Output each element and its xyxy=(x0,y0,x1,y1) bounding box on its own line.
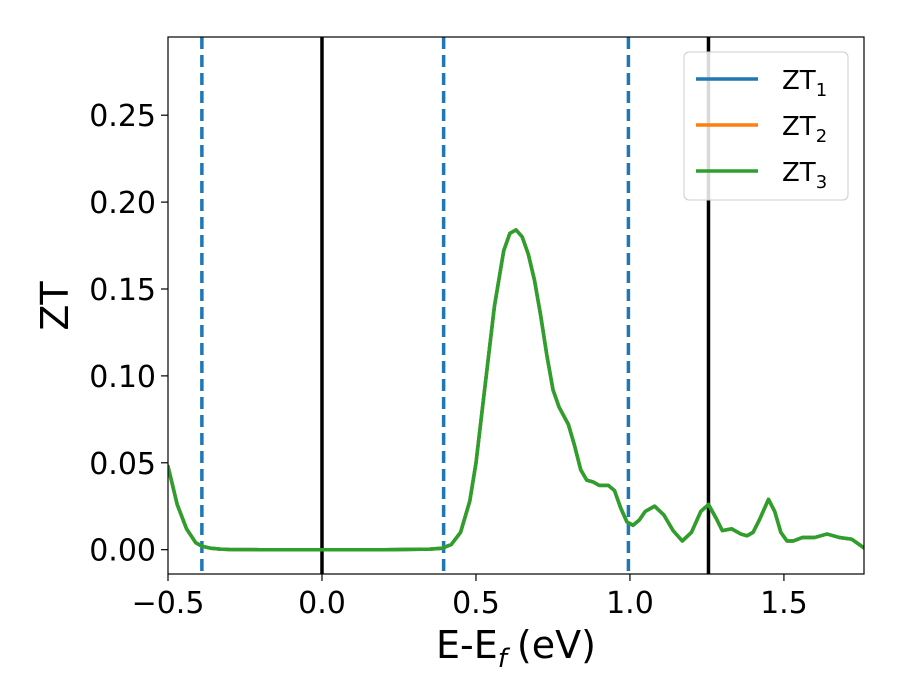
plot-frame xyxy=(167,36,865,575)
x-axis-ticks: −0.5 0.0 0.5 1.0 1.5 xyxy=(132,574,808,621)
x-tick-label-3: 1.0 xyxy=(606,586,654,621)
y-tick-label-0: 0.00 xyxy=(89,534,156,569)
y-tick-label-4: 0.20 xyxy=(89,186,156,221)
x-tick-label-1: 0.0 xyxy=(298,586,346,621)
x-axis-title: E-Ef (eV) xyxy=(436,623,596,674)
legend-label-2: ZT3 xyxy=(782,158,827,193)
x-tick-label-4: 1.5 xyxy=(760,586,808,621)
y-tick-label-3: 0.15 xyxy=(89,273,156,308)
y-axis-title: ZT xyxy=(33,281,77,331)
x-tick-label-0: −0.5 xyxy=(132,586,205,621)
y-tick-label-5: 0.25 xyxy=(89,99,156,134)
y-tick-label-2: 0.10 xyxy=(89,360,156,395)
x-tick-label-2: 0.5 xyxy=(452,586,500,621)
legend: ZT1 ZT2 ZT3 xyxy=(683,51,849,201)
legend-box xyxy=(683,51,849,201)
legend-label-1: ZT2 xyxy=(782,112,827,147)
series-line-zt3 xyxy=(168,228,864,552)
legend-label-0: ZT1 xyxy=(782,66,827,101)
y-tick-label-1: 0.05 xyxy=(89,447,156,482)
y-axis-ticks: 0.00 0.05 0.10 0.15 0.20 0.25 xyxy=(89,99,168,569)
series-lines xyxy=(168,228,864,552)
x-axis-title-unit: (eV) xyxy=(517,623,596,667)
